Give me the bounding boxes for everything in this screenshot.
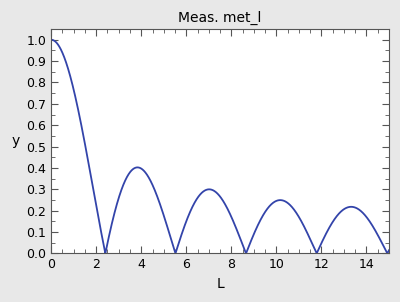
- Title: Meas. met_l: Meas. met_l: [178, 11, 262, 25]
- Y-axis label: y: y: [11, 134, 19, 148]
- X-axis label: L: L: [216, 277, 224, 291]
